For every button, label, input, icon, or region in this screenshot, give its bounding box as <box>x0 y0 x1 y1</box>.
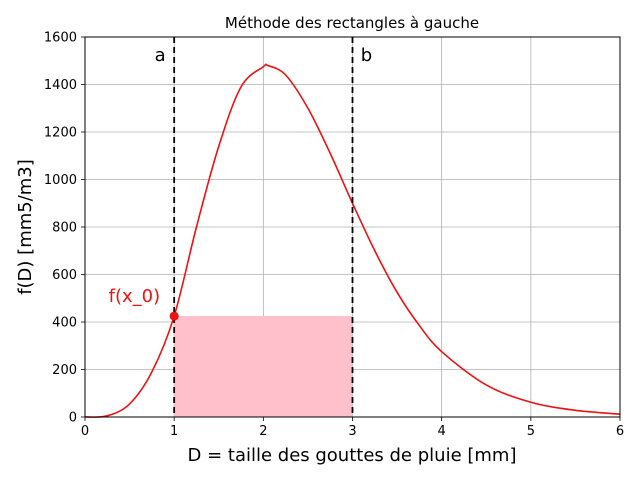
x-tick-label: 3 <box>348 424 356 439</box>
y-tick-label: 800 <box>52 221 77 236</box>
y-tick-label: 1200 <box>44 126 77 141</box>
axis-ticks: 0 1 2 3 4 5 6 0 200 400 600 800 1000 1200 1400 1600 <box>44 31 624 440</box>
series-line <box>84 63 621 418</box>
y-tick-label: 600 <box>52 268 77 283</box>
x-tick-label: 1 <box>170 424 178 439</box>
x-axis-label: D = taille des gouttes de pluie [mm] <box>188 445 517 466</box>
bound-label-a: a <box>155 45 166 66</box>
bound-label-b: b <box>361 45 372 66</box>
x-tick-label: 0 <box>81 424 89 439</box>
x-tick-label: 2 <box>259 424 267 439</box>
rectangle-layer <box>174 316 353 417</box>
series-layer <box>84 63 621 418</box>
point-label: f(x_0) <box>109 286 161 307</box>
y-axis-label: f(D) [mm5/m3] <box>15 159 36 295</box>
chart-title: Méthode des rectangles à gauche <box>225 14 479 32</box>
y-tick-label: 1400 <box>44 78 77 93</box>
y-tick-label: 1000 <box>44 173 77 188</box>
x-tick-label: 5 <box>527 424 535 439</box>
y-tick-label: 1600 <box>44 31 77 46</box>
left-rectangle <box>174 316 353 417</box>
point-layer: f(x_0) <box>109 286 179 321</box>
y-tick-label: 400 <box>52 316 77 331</box>
x-tick-label: 4 <box>438 424 446 439</box>
point-marker <box>169 311 179 321</box>
y-tick-label: 0 <box>69 411 77 426</box>
y-tick-label: 200 <box>52 363 77 378</box>
x-tick-label: 6 <box>616 424 624 439</box>
